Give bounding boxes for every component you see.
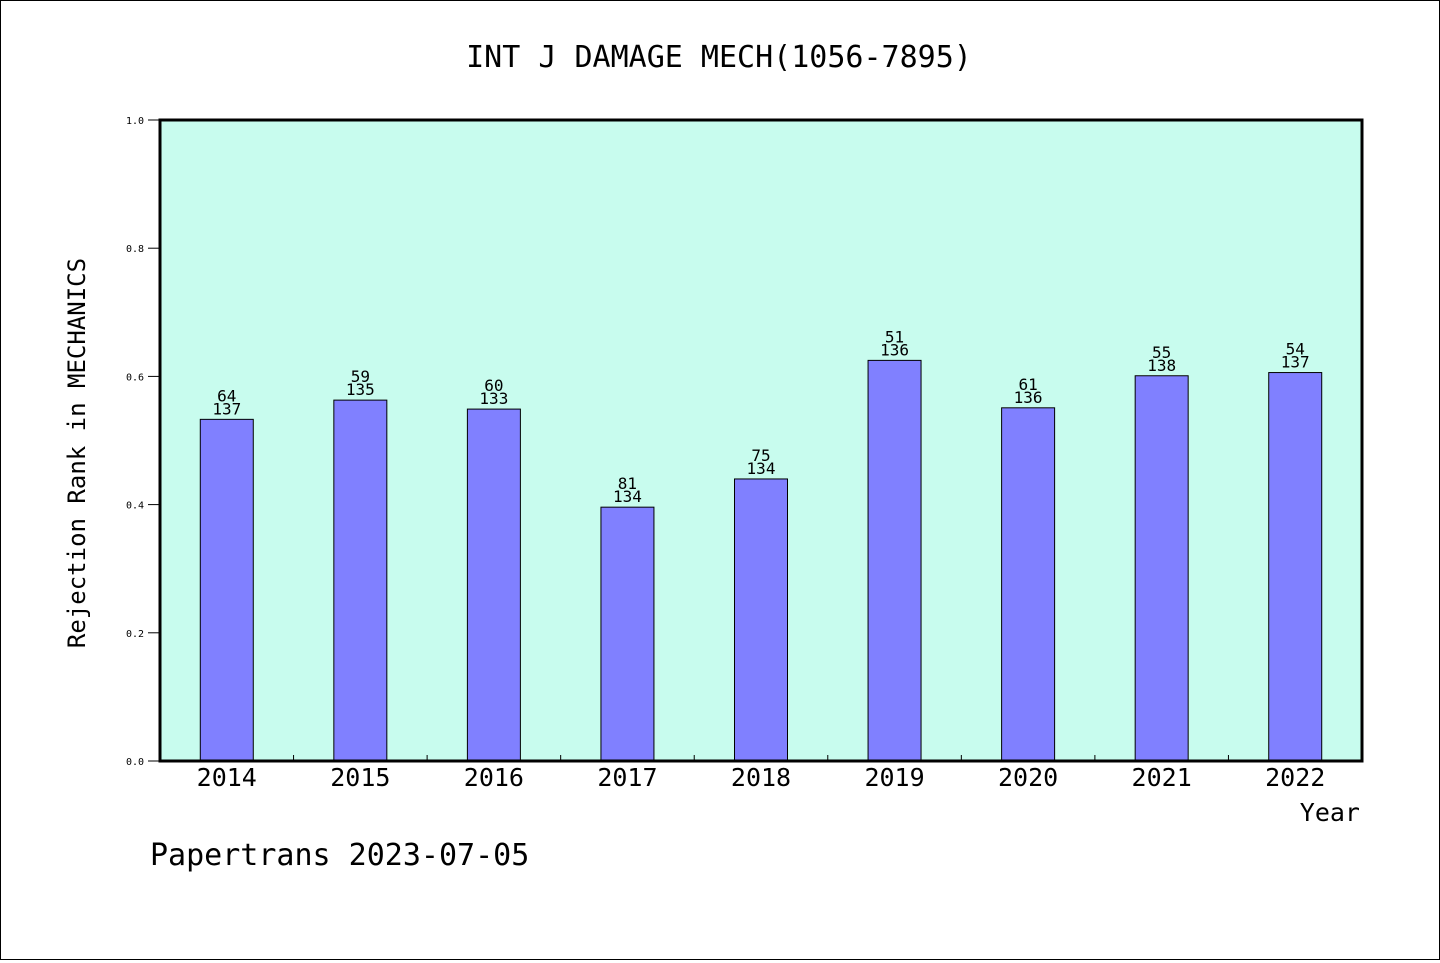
bar-total-label: 133 (479, 389, 508, 408)
bar-rank-label: 51 (885, 327, 904, 346)
chart-title: INT J DAMAGE MECH(1056-7895) (466, 40, 972, 75)
x-tick-label: 2021 (1132, 763, 1192, 792)
footer-text: Papertrans 2023-07-05 (150, 838, 529, 873)
bar-total-label: 135 (346, 380, 375, 399)
x-tick-label: 2022 (1265, 763, 1325, 792)
y-tick-label: 0.6 (126, 372, 144, 383)
x-tick-label: 2019 (864, 763, 924, 792)
bar-2019 (867, 359, 922, 762)
y-tick-label: 0.0 (126, 757, 144, 768)
x-tick-label: 2017 (597, 763, 657, 792)
bar-2014 (199, 418, 254, 762)
y-tick-label: 0.4 (126, 501, 144, 512)
x-tick-label: 2020 (998, 763, 1058, 792)
bar-total-label: 138 (1147, 356, 1176, 375)
bar-2017 (600, 506, 655, 762)
bar-total-label: 136 (880, 340, 909, 359)
bar-total-label: 134 (747, 459, 776, 478)
x-tick-label: 2015 (330, 763, 390, 792)
bar-total-label: 137 (212, 399, 241, 418)
x-axis-label: Year (1300, 798, 1360, 827)
bar-rank-label: 75 (751, 446, 770, 465)
bar-rank-label: 60 (484, 376, 503, 395)
x-axis: 2014 2015 2016 2017 2018 2019 2020 2021 2022 (197, 755, 1325, 792)
bar-2016 (466, 408, 521, 762)
bar-rank-label: 59 (351, 367, 370, 386)
bar-2020 (1001, 407, 1056, 762)
bar-2015 (333, 399, 388, 762)
bar-rank-label: 61 (1018, 375, 1037, 394)
y-axis-label: Rejection Rank in MECHANICS (63, 258, 91, 648)
y-axis: 0.0 0.2 0.4 0.6 0.8 1.0 (126, 116, 160, 768)
bar-total-label: 134 (613, 487, 642, 506)
y-tick-label: 0.2 (126, 629, 144, 640)
x-tick-label: 2016 (464, 763, 524, 792)
bar-rank-label: 54 (1286, 340, 1305, 359)
y-tick-label: 1.0 (126, 116, 144, 127)
bar-rank-label: 55 (1152, 343, 1171, 362)
bar-2018 (734, 478, 788, 762)
bar-rank-label: 64 (217, 386, 236, 405)
x-tick-label: 2014 (197, 763, 257, 792)
bar-total-label: 137 (1281, 353, 1310, 372)
bar-total-label: 136 (1014, 388, 1043, 407)
bar-rank-label: 81 (618, 474, 637, 493)
bar-2021 (1134, 375, 1189, 762)
y-tick-label: 0.8 (126, 244, 144, 255)
x-tick-label: 2018 (731, 763, 791, 792)
bar-2022 (1268, 372, 1323, 762)
plot-border (158, 118, 1364, 763)
